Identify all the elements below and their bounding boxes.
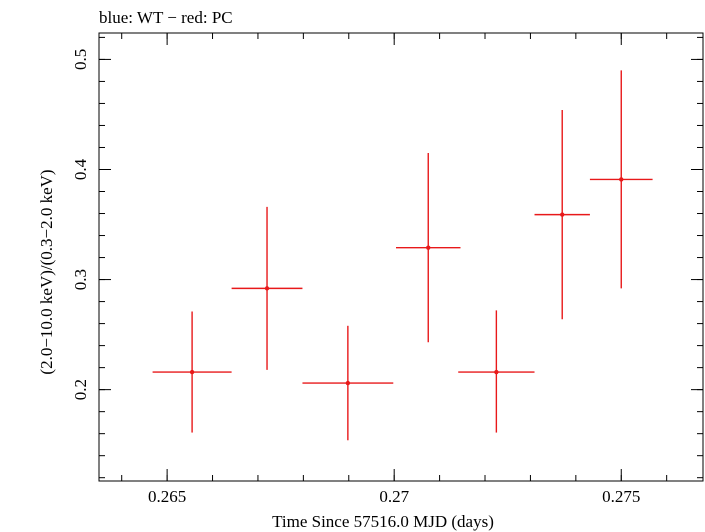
data-point [458,310,535,433]
data-marker [619,177,624,182]
major-ticks [99,33,703,481]
data-marker [560,212,565,217]
plot-frame [98,32,704,482]
data-marker [345,380,351,386]
series-layer [152,70,653,441]
data-point [152,311,232,433]
x-tick-labels: 0.265 0.27 0.275 [148,487,640,506]
x-tick-label: 0.27 [379,487,409,506]
data-marker [189,369,195,375]
y-axis-label: (2.0−10.0 keV)/(0.3−2.0 keV) [37,169,56,374]
data-point [231,206,303,370]
chart-title: blue: WT − red: PC [99,8,233,27]
data-marker [264,286,270,291]
x-tick-label: 0.265 [148,487,186,506]
y-tick-label: 0.3 [71,269,90,290]
data-marker [426,245,431,250]
minor-ticks [99,33,703,481]
y-tick-label: 0.2 [71,379,90,400]
data-point [589,70,653,289]
y-tick-label: 0.5 [71,49,90,70]
data-point [534,110,590,320]
y-tick-label: 0.4 [71,158,90,180]
data-marker [494,369,499,375]
y-tick-labels: 0.2 0.3 0.4 0.5 [71,49,90,400]
x-tick-label: 0.275 [602,487,640,506]
data-point [396,152,461,343]
x-axis-label: Time Since 57516.0 MJD (days) [272,512,494,531]
data-point [302,325,394,441]
